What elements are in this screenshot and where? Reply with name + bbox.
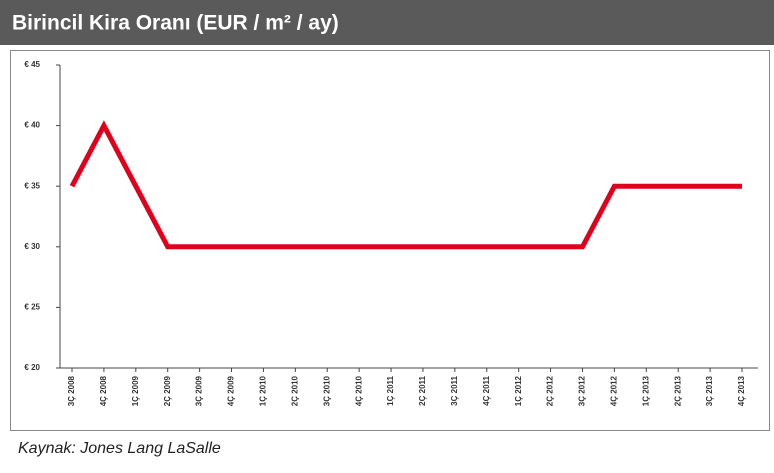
x-tick-label: 4Ç 2012 bbox=[609, 375, 618, 406]
x-tick-label: 1Ç 2009 bbox=[131, 375, 140, 406]
y-tick-label: € 30 bbox=[24, 242, 40, 251]
x-tick-label: 2Ç 2011 bbox=[418, 375, 427, 405]
y-tick-label: € 20 bbox=[24, 363, 40, 372]
y-tick-label: € 45 bbox=[24, 60, 40, 69]
x-tick-label: 3Ç 2010 bbox=[322, 375, 331, 406]
x-tick-label: 2Ç 2012 bbox=[546, 375, 555, 406]
x-tick-label: 4Ç 2013 bbox=[737, 375, 746, 406]
x-tick-label: 3Ç 2013 bbox=[705, 375, 714, 406]
x-tick-label: 4Ç 2008 bbox=[99, 375, 108, 406]
x-tick-label: 1Ç 2011 bbox=[386, 375, 395, 405]
x-tick-label: 1Ç 2013 bbox=[641, 375, 650, 406]
x-tick-label: 4Ç 2010 bbox=[354, 375, 363, 406]
x-tick-label: 1Ç 2010 bbox=[259, 375, 268, 406]
x-tick-label: 3Ç 2008 bbox=[67, 375, 76, 406]
x-tick-label: 1Ç 2012 bbox=[514, 375, 523, 406]
source-note: Kaynak: Jones Lang LaSalle bbox=[18, 440, 221, 457]
title-bar bbox=[0, 0, 774, 45]
line-series bbox=[69, 120, 742, 250]
x-tick-label: 2Ç 2013 bbox=[673, 375, 682, 406]
x-tick-label: 4Ç 2009 bbox=[227, 375, 236, 406]
y-tick-label: € 35 bbox=[24, 181, 40, 190]
x-tick-label: 4Ç 2011 bbox=[482, 375, 491, 405]
plot-frame bbox=[10, 50, 770, 431]
y-tick-label: € 25 bbox=[24, 303, 40, 312]
x-tick-label: 2Ç 2009 bbox=[163, 375, 172, 406]
x-tick-label: 3Ç 2012 bbox=[578, 375, 587, 406]
y-tick-label: € 40 bbox=[24, 121, 40, 130]
x-tick-label: 2Ç 2010 bbox=[290, 375, 299, 406]
x-tick-label: 3Ç 2011 bbox=[450, 375, 459, 405]
chart-title: Birincil Kira Oranı (EUR / m² / ay) bbox=[12, 12, 339, 35]
x-tick-label: 3Ç 2009 bbox=[195, 375, 204, 406]
